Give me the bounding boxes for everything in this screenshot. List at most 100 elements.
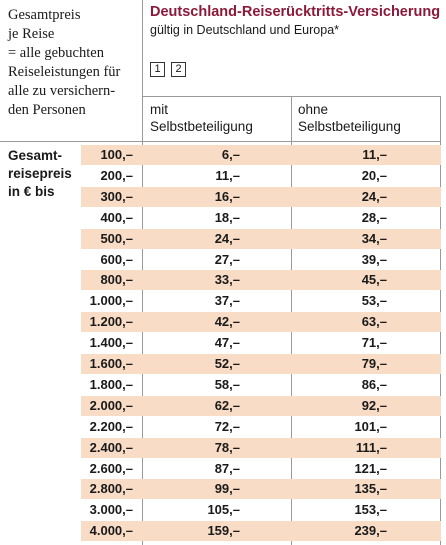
- price-cell: 2.200,–: [89, 418, 133, 434]
- price-cell: 3.000,–: [89, 502, 133, 518]
- column-header-ohne: ohne Selbstbeteiligung: [298, 101, 401, 135]
- table-row: 800,– 33,– 45,–: [0, 270, 446, 291]
- table-row: 2.800,– 99,– 135,–: [0, 479, 446, 500]
- footnote-ref-2: 2: [171, 62, 186, 77]
- premium-without-deductible-cell: 101,–: [354, 418, 387, 434]
- table-row: 2.200,– 72,– 101,–: [0, 417, 446, 437]
- insurance-subtitle: gültig in Deutschland und Europa*: [150, 23, 340, 37]
- insurance-title: Deutschland-Reiserücktritts-Versicherung: [150, 4, 441, 20]
- column-header-line: Selbstbeteiligung: [150, 119, 253, 134]
- premium-with-deductible-cell: 87,–: [214, 460, 240, 476]
- price-basis-line: Reiseleistungen für: [8, 64, 121, 80]
- price-basis-line: je Reise: [8, 26, 55, 42]
- premium-without-deductible-cell: 28,–: [361, 209, 387, 225]
- premium-without-deductible-cell: 86,–: [361, 376, 387, 392]
- premium-with-deductible-cell: 52,–: [214, 356, 240, 371]
- price-cell: 800,–: [100, 272, 133, 288]
- price-cell: 200,–: [100, 167, 133, 183]
- row-label-line: reisepreis: [8, 166, 72, 181]
- table-row: 1.000,– 37,– 53,–: [0, 291, 446, 311]
- table-row: 2.400,– 78,– 111,–: [0, 437, 446, 458]
- price-cell: 4.000,–: [89, 523, 133, 539]
- row-shading: [81, 521, 441, 542]
- table-row: 1.800,– 58,– 86,–: [0, 375, 446, 395]
- price-cell: 1.400,–: [89, 335, 133, 351]
- row-shading: [81, 312, 441, 333]
- premium-without-deductible-cell: 34,–: [361, 230, 387, 246]
- premium-without-deductible-cell: 24,–: [361, 188, 387, 204]
- premium-with-deductible-cell: 27,–: [214, 251, 240, 267]
- table-row: 2.600,– 87,– 121,–: [0, 459, 446, 479]
- table-row: 300,– 16,– 24,–: [0, 186, 446, 207]
- premium-with-deductible-cell: 18,–: [214, 209, 240, 225]
- table-top-rule: [0, 141, 441, 142]
- premium-with-deductible-cell: 6,–: [221, 147, 240, 162]
- price-basis-line: den Personen: [8, 102, 86, 118]
- table-row: 4.000,– 159,– 239,–: [0, 521, 446, 542]
- column-header-mit: mit Selbstbeteiligung: [150, 101, 253, 135]
- table-row: 600,– 27,– 39,–: [0, 250, 446, 270]
- table-row: 500,– 24,– 34,–: [0, 228, 446, 249]
- row-shading: [81, 186, 441, 207]
- premium-with-deductible-cell: 37,–: [214, 293, 240, 309]
- premium-without-deductible-cell: 111,–: [355, 439, 387, 455]
- table-row: 400,– 18,– 28,–: [0, 208, 446, 228]
- premium-without-deductible-cell: 39,–: [361, 251, 387, 267]
- premium-with-deductible-cell: 42,–: [214, 314, 240, 330]
- premium-with-deductible-cell: 99,–: [214, 481, 240, 497]
- price-cell: 300,–: [100, 188, 133, 204]
- price-cell: 2.600,–: [89, 460, 133, 476]
- premium-without-deductible-cell: 153,–: [354, 502, 387, 518]
- price-cell: 1.200,–: [89, 314, 133, 330]
- row-label-line: in € bis: [8, 184, 55, 199]
- table-row: 2.000,– 62,– 92,–: [0, 395, 446, 416]
- premium-with-deductible-cell: 78,–: [214, 439, 240, 455]
- price-cell: 2.000,–: [89, 397, 133, 413]
- premium-with-deductible-cell: 33,–: [214, 272, 240, 288]
- premium-with-deductible-cell: 62,–: [214, 397, 240, 413]
- price-cell: 2.400,–: [89, 439, 133, 455]
- price-cell: 400,–: [100, 209, 133, 225]
- premium-with-deductible-cell: 11,–: [215, 167, 240, 183]
- price-cell: 2.800,–: [89, 481, 133, 497]
- row-shading: [81, 395, 441, 416]
- table-row: 1.400,– 47,– 71,–: [0, 333, 446, 353]
- column-header-line: ohne: [298, 102, 329, 117]
- premium-without-deductible-cell: 63,–: [361, 314, 387, 330]
- row-shading: [81, 437, 441, 458]
- row-label-line: Gesamt-: [8, 148, 63, 163]
- premium-without-deductible-cell: 239,–: [354, 523, 387, 539]
- premium-without-deductible-cell: 20,–: [361, 167, 387, 183]
- premium-without-deductible-cell: 79,–: [361, 356, 387, 371]
- table-row: 1.200,– 42,– 63,–: [0, 312, 446, 333]
- premium-without-deductible-cell: 11,–: [362, 147, 387, 162]
- premium-with-deductible-cell: 105,–: [207, 502, 240, 518]
- premium-without-deductible-cell: 92,–: [361, 397, 387, 413]
- table-row: 3.000,– 105,– 153,–: [0, 500, 446, 520]
- premium-without-deductible-cell: 135,–: [354, 481, 387, 497]
- premium-without-deductible-cell: 45,–: [361, 272, 387, 288]
- premium-without-deductible-cell: 71,–: [361, 335, 387, 351]
- column-header-line: Selbstbeteiligung: [298, 119, 401, 134]
- price-basis-line: = alle gebuchten: [8, 45, 104, 61]
- footnote-ref-1: 1: [150, 62, 165, 77]
- premium-with-deductible-cell: 16,–: [214, 188, 240, 204]
- row-shading: [81, 270, 441, 291]
- table-row: 100,– 6,– 11,–: [0, 145, 446, 165]
- header-rule: [142, 96, 441, 97]
- column-header-line: mit: [150, 102, 168, 117]
- price-cell: 500,–: [100, 230, 133, 246]
- premium-with-deductible-cell: 47,–: [214, 335, 240, 351]
- premium-with-deductible-cell: 159,–: [207, 523, 240, 539]
- premium-with-deductible-cell: 24,–: [214, 230, 240, 246]
- price-cell: 1.000,–: [89, 293, 133, 309]
- premium-with-deductible-cell: 72,–: [214, 418, 240, 434]
- row-shading: [81, 145, 441, 165]
- divider-left: [142, 0, 143, 96]
- price-basis-description: Gesamtpreis je Reise = alle gebuchten Re…: [8, 6, 143, 120]
- premium-with-deductible-cell: 58,–: [214, 376, 240, 392]
- price-cell: 1.600,–: [89, 356, 133, 371]
- row-shading: [81, 228, 441, 249]
- price-cell: 1.800,–: [89, 376, 133, 392]
- row-shading: [81, 354, 441, 374]
